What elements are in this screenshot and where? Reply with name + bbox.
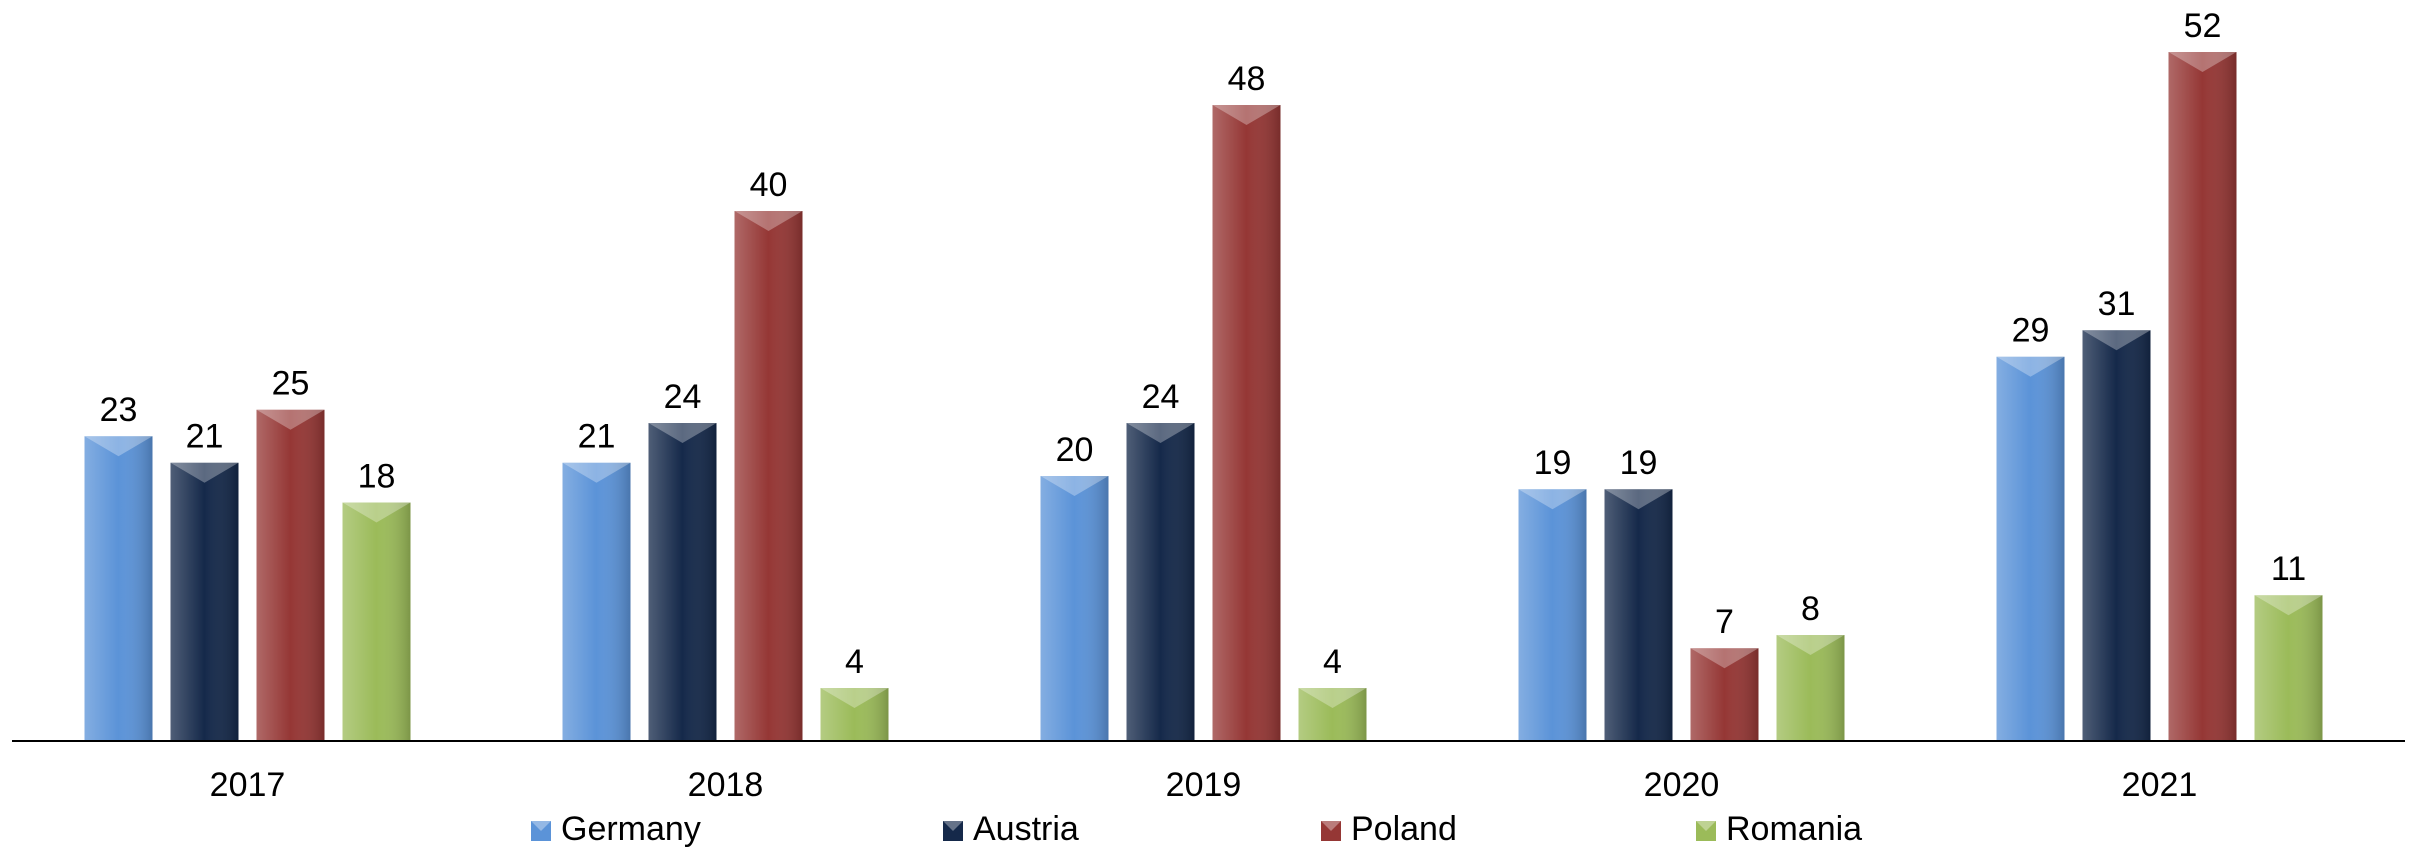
bar-bevel xyxy=(84,436,153,457)
legend-label: Austria xyxy=(973,810,1079,848)
bar-bevel xyxy=(2082,330,2151,351)
data-label: 4 xyxy=(845,643,864,681)
x-tick-label: 2018 xyxy=(688,766,764,804)
bar-shade xyxy=(1604,489,1673,741)
bar-shade xyxy=(1996,356,2065,741)
legend-marker xyxy=(1696,821,1716,841)
data-label: 18 xyxy=(358,457,396,495)
legend-label: Romania xyxy=(1726,810,1862,848)
bar-bevel xyxy=(256,409,325,430)
bar-bevel xyxy=(1518,489,1587,510)
bar-shade xyxy=(342,502,411,741)
bar-shade xyxy=(1298,688,1367,741)
bar-shade xyxy=(2082,330,2151,741)
bar-bevel xyxy=(170,462,239,483)
bar-shade xyxy=(1776,635,1845,741)
data-label: 23 xyxy=(100,391,138,429)
data-label: 19 xyxy=(1534,444,1572,482)
bar-shade xyxy=(2254,595,2323,741)
data-label: 31 xyxy=(2098,285,2136,323)
bar-shade xyxy=(256,409,325,741)
data-label: 24 xyxy=(1142,378,1180,416)
legend-label: Poland xyxy=(1351,810,1457,848)
data-label: 7 xyxy=(1715,603,1734,641)
bar-bevel xyxy=(1040,476,1109,496)
x-tick-label: 2020 xyxy=(1644,766,1720,804)
data-label: 11 xyxy=(2271,550,2306,588)
bar-bevel xyxy=(648,423,717,443)
legend-marker xyxy=(1321,821,1341,841)
bar-bevel xyxy=(1996,356,2065,377)
bar-bevel xyxy=(1212,105,1281,125)
legend-marker-bevel xyxy=(1321,821,1341,831)
bar-bevel xyxy=(2254,595,2323,616)
bar-shade xyxy=(1126,423,1195,741)
bar-shade xyxy=(1040,476,1109,741)
bar-bevel xyxy=(562,462,631,483)
legend-label: Germany xyxy=(561,810,701,848)
data-label: 19 xyxy=(1620,444,1658,482)
legend-marker-bevel xyxy=(1696,821,1716,831)
data-label: 25 xyxy=(272,365,310,403)
bar-shade xyxy=(1690,648,1759,741)
data-label: 4 xyxy=(1323,643,1342,681)
data-label: 52 xyxy=(2184,7,2222,45)
legend-marker xyxy=(531,821,551,841)
data-label: 8 xyxy=(1801,590,1820,628)
legend-marker xyxy=(943,821,963,841)
bar-bevel xyxy=(1690,648,1759,669)
data-label: 48 xyxy=(1228,60,1266,98)
bar-bevel xyxy=(342,502,411,523)
data-label: 29 xyxy=(2012,312,2050,350)
data-label: 20 xyxy=(1056,431,1094,469)
bar-bevel xyxy=(1126,423,1195,443)
bar-bevel xyxy=(1298,688,1367,708)
data-label: 21 xyxy=(186,418,224,456)
x-tick-label: 2021 xyxy=(2122,766,2198,804)
bar-bevel xyxy=(2168,52,2237,72)
bar-shade xyxy=(84,436,153,741)
data-label: 40 xyxy=(750,166,788,204)
bar-bevel xyxy=(1776,635,1845,655)
bar-shade xyxy=(648,423,717,741)
data-label: 21 xyxy=(578,418,616,456)
legend-marker-bevel xyxy=(943,821,963,831)
bar-shade xyxy=(2168,52,2237,741)
legend-marker-bevel xyxy=(531,821,551,831)
bar-shade xyxy=(562,462,631,741)
bar-shade xyxy=(170,462,239,741)
data-label: 24 xyxy=(664,378,702,416)
bar-bevel xyxy=(820,688,889,708)
x-tick-label: 2019 xyxy=(1166,766,1242,804)
bar-bevel xyxy=(734,211,803,231)
x-tick-label: 2017 xyxy=(210,766,286,804)
bar-shade xyxy=(1518,489,1587,741)
bar-shade xyxy=(734,211,803,741)
bar-shade xyxy=(820,688,889,741)
bar-bevel xyxy=(1604,489,1673,510)
bar-shade xyxy=(1212,105,1281,741)
